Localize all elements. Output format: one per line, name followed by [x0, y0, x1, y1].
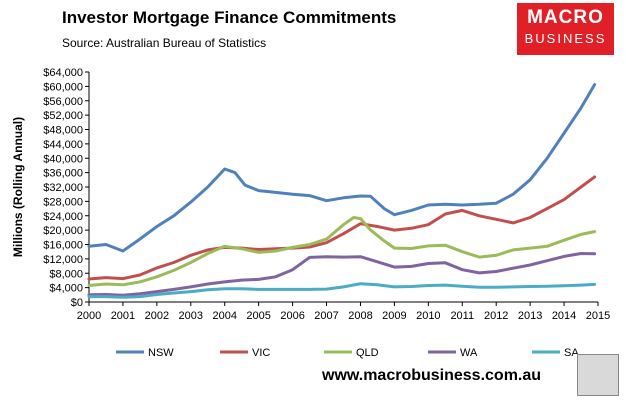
series-line-sa — [87, 282, 597, 299]
y-axis-label: Millions (Rolling Annual) — [11, 117, 25, 257]
y-tick-label: $40,000 — [43, 153, 83, 165]
x-tick-label: 2007 — [314, 310, 338, 322]
y-tick-label: $16,000 — [43, 240, 83, 252]
y-tick-label: $12,000 — [43, 254, 83, 266]
legend-label-vic: VIC — [252, 347, 270, 359]
y-tick-label: $64,000 — [43, 67, 83, 79]
y-tick-label: $56,000 — [43, 96, 83, 108]
y-tick-label: $28,000 — [43, 196, 83, 208]
x-tick-label: 2003 — [179, 310, 203, 322]
wolf-icon — [577, 354, 619, 396]
y-tick-label: $20,000 — [43, 225, 83, 237]
series-line-nsw — [87, 83, 597, 253]
x-tick-label: 2013 — [518, 310, 542, 322]
y-tick-label: $44,000 — [43, 139, 83, 151]
y-tick-label: $0 — [71, 297, 83, 309]
x-tick-label: 2010 — [416, 310, 440, 322]
legend-label-sa: SA — [564, 347, 579, 359]
x-tick-label: 2011 — [450, 310, 474, 322]
x-tick-label: 2008 — [348, 310, 372, 322]
x-tick-label: 2014 — [552, 310, 576, 322]
x-tick-label: 2002 — [145, 310, 169, 322]
x-tick-label: 2005 — [246, 310, 270, 322]
series-line-vic — [87, 175, 597, 281]
legend-label-qld: QLD — [356, 347, 379, 359]
series-line-wa — [87, 252, 597, 297]
chart-source: Source: Australian Bureau of Statistics — [62, 36, 267, 50]
x-tick-label: 2009 — [382, 310, 406, 322]
y-tick-label: $24,000 — [43, 211, 83, 223]
series-line-qld — [87, 216, 597, 287]
logo-line1: MACRO — [527, 7, 604, 28]
macrobusiness-logo: MACRO BUSINESS — [517, 3, 614, 55]
y-tick-label: $8,000 — [49, 268, 83, 280]
x-tick-label: 2000 — [77, 310, 101, 322]
legend-label-wa: WA — [460, 347, 478, 359]
y-tick-label: $60,000 — [43, 81, 83, 93]
legend-label-nsw: NSW — [148, 347, 174, 359]
footer-url: www.macrobusiness.com.au — [322, 367, 542, 384]
chart-title: Investor Mortgage Finance Commitments — [62, 8, 397, 27]
y-tick-label: $36,000 — [43, 168, 83, 180]
logo-line2: BUSINESS — [524, 31, 607, 46]
y-tick-label: $48,000 — [43, 125, 83, 137]
y-tick-label: $32,000 — [43, 182, 83, 194]
x-tick-label: 2006 — [280, 310, 304, 322]
x-tick-label: 2015 — [586, 310, 610, 322]
x-tick-label: 2012 — [484, 310, 508, 322]
x-tick-label: 2001 — [111, 310, 135, 322]
y-tick-label: $52,000 — [43, 110, 83, 122]
y-tick-label: $4,000 — [49, 283, 83, 295]
x-tick-label: 2004 — [212, 310, 236, 322]
